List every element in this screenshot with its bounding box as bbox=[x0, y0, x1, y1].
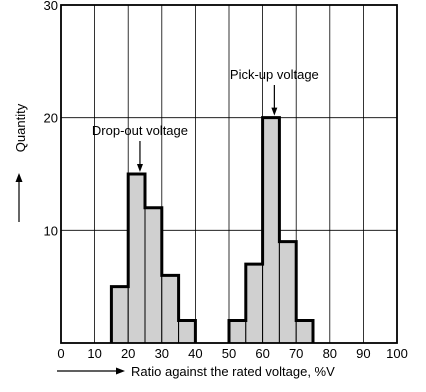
y-axis-title-group: Quantity bbox=[13, 103, 28, 222]
series-outlines bbox=[109, 116, 315, 343]
histogram-bar bbox=[144, 207, 163, 344]
x-tick-label: 40 bbox=[188, 346, 202, 361]
histogram-bar bbox=[127, 173, 146, 344]
series-outline bbox=[227, 116, 315, 343]
annotations: Drop-out voltage Pick-up voltage bbox=[92, 67, 319, 172]
x-axis-title: Ratio against the rated voltage, %V bbox=[131, 364, 335, 379]
annotation-label: Pick-up voltage bbox=[230, 67, 319, 82]
histogram-bar bbox=[278, 241, 297, 344]
x-tick-label: 90 bbox=[356, 346, 370, 361]
y-axis-arrow-icon bbox=[15, 173, 23, 182]
x-tick-label: 50 bbox=[222, 346, 236, 361]
x-tick-label: 10 bbox=[87, 346, 101, 361]
x-axis-arrow-icon bbox=[116, 367, 125, 375]
x-tick-label: 70 bbox=[289, 346, 303, 361]
series-outline bbox=[109, 172, 197, 343]
y-tick-label: 10 bbox=[44, 223, 58, 238]
histogram-bar bbox=[110, 286, 129, 344]
annotation-label: Drop-out voltage bbox=[92, 123, 188, 138]
histogram-bar bbox=[178, 319, 196, 344]
histogram-bar bbox=[262, 117, 280, 344]
x-tick-label: 0 bbox=[57, 346, 64, 361]
y-tick-labels: 10 20 30 bbox=[44, 0, 58, 238]
histogram-bar bbox=[161, 274, 180, 344]
histogram-bar bbox=[245, 263, 264, 344]
histogram-bar bbox=[295, 319, 314, 344]
x-tick-label: 100 bbox=[386, 346, 408, 361]
x-tick-label: 30 bbox=[155, 346, 169, 361]
x-tick-label: 20 bbox=[121, 346, 135, 361]
annotation-arrow-icon bbox=[136, 164, 143, 172]
x-tick-labels: 0 10 20 30 40 50 60 70 80 90 100 bbox=[57, 346, 407, 361]
x-tick-label: 60 bbox=[255, 346, 269, 361]
y-axis-title: Quantity bbox=[13, 103, 28, 152]
y-tick-label: 20 bbox=[44, 111, 58, 126]
histogram-bar bbox=[228, 319, 247, 344]
plot-frame bbox=[60, 4, 398, 344]
x-tick-label: 80 bbox=[323, 346, 337, 361]
annotation-arrow-icon bbox=[271, 107, 278, 116]
x-axis-title-group: Ratio against the rated voltage, %V bbox=[57, 364, 335, 379]
y-tick-label: 30 bbox=[44, 0, 58, 13]
